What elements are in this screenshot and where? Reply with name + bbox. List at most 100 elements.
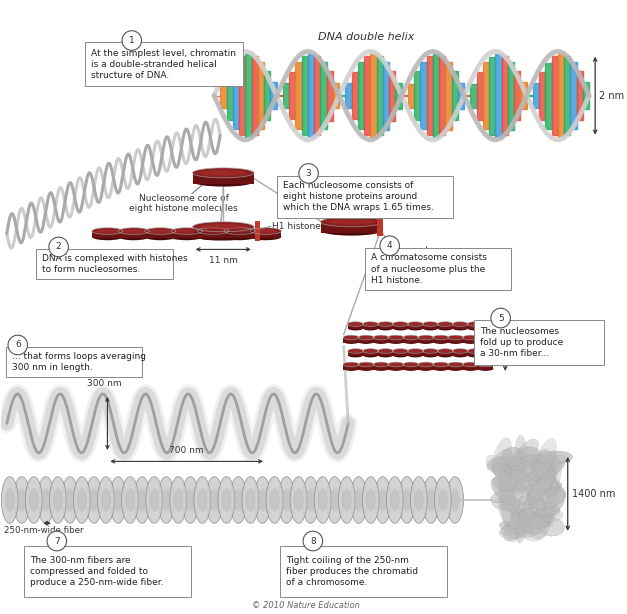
Ellipse shape	[375, 363, 387, 366]
Ellipse shape	[423, 326, 438, 330]
Ellipse shape	[535, 500, 560, 516]
Ellipse shape	[348, 353, 364, 357]
Ellipse shape	[393, 322, 408, 327]
Ellipse shape	[438, 353, 453, 357]
Ellipse shape	[433, 335, 448, 340]
Ellipse shape	[365, 350, 376, 352]
FancyBboxPatch shape	[438, 324, 453, 329]
Ellipse shape	[228, 229, 251, 233]
Ellipse shape	[418, 340, 434, 344]
Ellipse shape	[230, 476, 247, 523]
Ellipse shape	[408, 349, 423, 353]
Ellipse shape	[344, 340, 359, 344]
Ellipse shape	[224, 233, 255, 240]
Text: 2: 2	[56, 243, 61, 252]
Ellipse shape	[305, 488, 315, 511]
Ellipse shape	[513, 496, 536, 525]
Ellipse shape	[73, 476, 90, 523]
Ellipse shape	[426, 488, 436, 511]
Ellipse shape	[507, 479, 526, 494]
FancyBboxPatch shape	[423, 351, 438, 356]
Ellipse shape	[377, 353, 393, 357]
Text: 1400 nm: 1400 nm	[572, 489, 615, 499]
Ellipse shape	[198, 233, 228, 240]
Ellipse shape	[405, 363, 417, 366]
Ellipse shape	[438, 326, 453, 330]
Ellipse shape	[393, 353, 408, 357]
Ellipse shape	[535, 449, 554, 489]
Ellipse shape	[423, 353, 438, 357]
FancyBboxPatch shape	[6, 348, 142, 377]
Ellipse shape	[509, 468, 531, 479]
Ellipse shape	[145, 476, 162, 523]
Ellipse shape	[373, 335, 389, 340]
Ellipse shape	[478, 367, 493, 371]
FancyBboxPatch shape	[393, 351, 408, 356]
Ellipse shape	[467, 326, 483, 330]
FancyBboxPatch shape	[478, 365, 493, 370]
Ellipse shape	[185, 488, 196, 511]
Text: ... that forms loops averaging
300 nm in length.: ... that forms loops averaging 300 nm in…	[12, 352, 145, 372]
Text: 30 nm: 30 nm	[510, 343, 539, 351]
Ellipse shape	[517, 456, 554, 473]
Ellipse shape	[251, 233, 281, 240]
Ellipse shape	[542, 462, 553, 494]
FancyBboxPatch shape	[408, 351, 423, 356]
Ellipse shape	[373, 340, 389, 344]
Ellipse shape	[377, 326, 393, 330]
FancyBboxPatch shape	[280, 546, 447, 597]
FancyBboxPatch shape	[321, 222, 382, 233]
Ellipse shape	[350, 323, 361, 325]
FancyBboxPatch shape	[192, 227, 254, 238]
Ellipse shape	[266, 476, 283, 523]
Ellipse shape	[500, 521, 527, 534]
Ellipse shape	[1, 476, 18, 523]
Ellipse shape	[209, 488, 219, 511]
Ellipse shape	[478, 335, 493, 340]
Ellipse shape	[175, 229, 198, 233]
Ellipse shape	[194, 476, 211, 523]
Ellipse shape	[487, 456, 521, 473]
Ellipse shape	[420, 336, 431, 339]
FancyBboxPatch shape	[192, 173, 254, 184]
Text: DNA double helix: DNA double helix	[319, 33, 414, 42]
Ellipse shape	[467, 322, 483, 327]
Ellipse shape	[537, 506, 555, 528]
Ellipse shape	[375, 336, 387, 339]
Ellipse shape	[498, 499, 520, 529]
Ellipse shape	[342, 488, 352, 511]
Ellipse shape	[539, 472, 561, 495]
Ellipse shape	[418, 335, 434, 340]
Ellipse shape	[201, 224, 246, 230]
Ellipse shape	[435, 336, 446, 339]
FancyBboxPatch shape	[145, 231, 176, 238]
Ellipse shape	[182, 476, 199, 523]
Ellipse shape	[77, 488, 87, 511]
Ellipse shape	[450, 336, 461, 339]
Ellipse shape	[455, 323, 466, 325]
FancyBboxPatch shape	[348, 324, 364, 329]
Ellipse shape	[491, 478, 516, 505]
Text: Nucleosome core of
eight histone molecules: Nucleosome core of eight histone molecul…	[129, 193, 238, 213]
Ellipse shape	[390, 488, 400, 511]
FancyBboxPatch shape	[119, 231, 149, 238]
Ellipse shape	[358, 335, 374, 340]
Ellipse shape	[518, 494, 540, 505]
FancyBboxPatch shape	[418, 365, 434, 370]
Ellipse shape	[408, 353, 423, 357]
FancyBboxPatch shape	[224, 231, 255, 238]
FancyBboxPatch shape	[363, 351, 378, 356]
Ellipse shape	[348, 322, 364, 327]
FancyBboxPatch shape	[36, 249, 172, 279]
Ellipse shape	[519, 512, 554, 527]
Ellipse shape	[423, 322, 438, 327]
FancyBboxPatch shape	[377, 212, 383, 236]
FancyBboxPatch shape	[358, 338, 374, 343]
Ellipse shape	[438, 488, 448, 511]
Ellipse shape	[438, 349, 453, 353]
Ellipse shape	[101, 488, 111, 511]
Text: 700 nm: 700 nm	[169, 446, 204, 455]
Ellipse shape	[414, 488, 424, 511]
Ellipse shape	[198, 488, 208, 511]
Ellipse shape	[354, 488, 364, 511]
